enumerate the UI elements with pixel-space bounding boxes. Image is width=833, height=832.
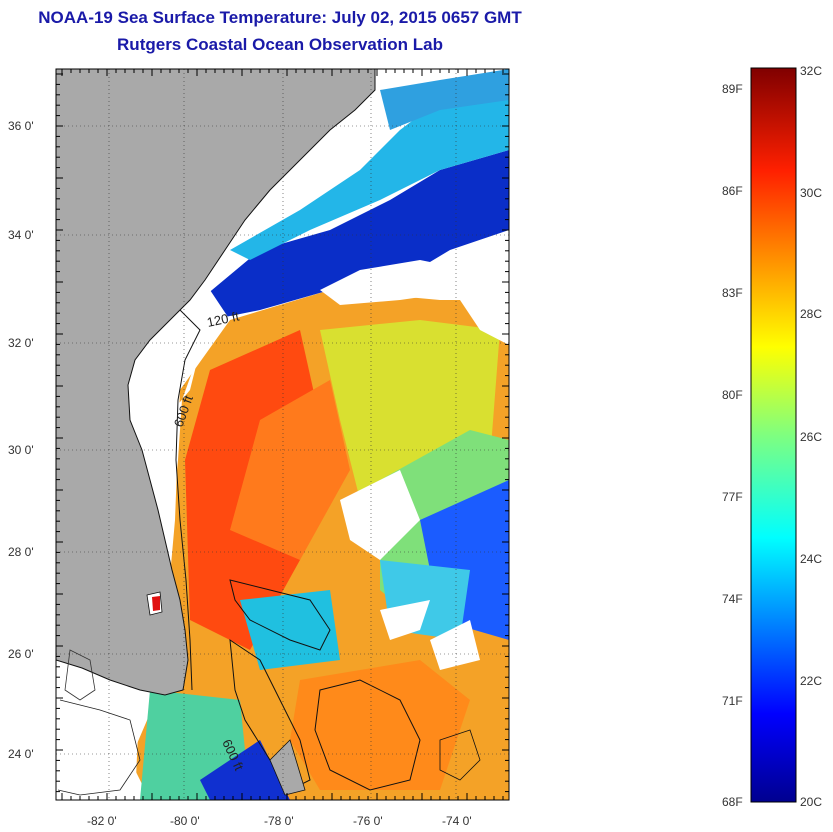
colorbar-f-label: 71F bbox=[722, 694, 743, 708]
lat-tick-label: 28 0' bbox=[8, 545, 34, 559]
contour-label-120ft: 120 ft bbox=[206, 308, 241, 330]
colorbar-c-label: 26C bbox=[800, 430, 822, 444]
colorbar-fahrenheit-labels: 89F 86F 83F 80F 77F 74F 71F 68F bbox=[722, 82, 743, 809]
colorbar-f-label: 89F bbox=[722, 82, 743, 96]
colorbar-c-label: 24C bbox=[800, 552, 822, 566]
colorbar-f-label: 86F bbox=[722, 184, 743, 198]
lat-tick-label: 30 0' bbox=[8, 443, 34, 457]
colorbar-f-label: 83F bbox=[722, 286, 743, 300]
data-layer bbox=[56, 69, 509, 800]
colorbar-c-label: 22C bbox=[800, 674, 822, 688]
longitude-axis: -82 0' -80 0' -78 0' -76 0' -74 0' bbox=[87, 814, 472, 828]
colorbar-f-label: 68F bbox=[722, 795, 743, 809]
map-frame bbox=[55, 68, 510, 801]
colorbar-f-label: 77F bbox=[722, 490, 743, 504]
colorbar-celsius-labels: 32C 30C 28C 26C 24C 22C 20C bbox=[800, 64, 822, 809]
latitude-axis: 36 0' 34 0' 32 0' 30 0' 28 0' 26 0' 24 0… bbox=[8, 119, 34, 761]
lon-tick-label: -78 0' bbox=[264, 814, 294, 828]
lat-tick-label: 36 0' bbox=[8, 119, 34, 133]
map-subtitle: Rutgers Coastal Ocean Observation Lab bbox=[117, 35, 443, 54]
colorbar-f-label: 80F bbox=[722, 388, 743, 402]
colorbar-c-label: 20C bbox=[800, 795, 822, 809]
lat-tick-label: 24 0' bbox=[8, 747, 34, 761]
colorbar-c-label: 28C bbox=[800, 307, 822, 321]
colorbar-f-label: 74F bbox=[722, 592, 743, 606]
lon-tick-label: -76 0' bbox=[353, 814, 383, 828]
colorbar-c-label: 32C bbox=[800, 64, 822, 78]
lon-tick-label: -82 0' bbox=[87, 814, 117, 828]
lat-tick-label: 34 0' bbox=[8, 228, 34, 242]
lon-tick-label: -80 0' bbox=[170, 814, 200, 828]
lon-tick-label: -74 0' bbox=[442, 814, 472, 828]
land-mass bbox=[56, 69, 375, 695]
temperature-colorbar bbox=[750, 67, 797, 803]
map-title: NOAA-19 Sea Surface Temperature: July 02… bbox=[38, 8, 522, 27]
lat-tick-label: 32 0' bbox=[8, 336, 34, 350]
colorbar-c-label: 30C bbox=[800, 186, 822, 200]
lat-tick-label: 26 0' bbox=[8, 647, 34, 661]
